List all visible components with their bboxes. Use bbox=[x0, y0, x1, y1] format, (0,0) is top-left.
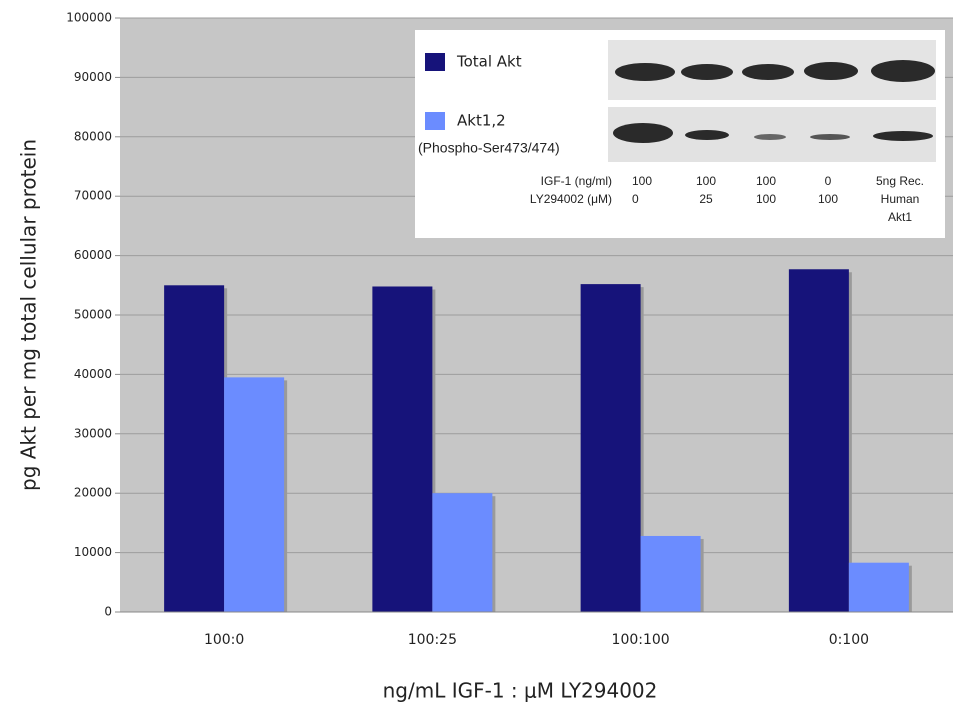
bar bbox=[849, 563, 909, 612]
x-tick-label: 0:100 bbox=[829, 632, 869, 648]
y-tick-label: 10000 bbox=[74, 545, 112, 559]
y-tick-label: 100000 bbox=[66, 11, 112, 25]
legend-label: Total Akt bbox=[456, 53, 522, 71]
legend-swatch bbox=[425, 112, 445, 130]
bar bbox=[581, 284, 641, 612]
x-tick-label: 100:0 bbox=[204, 632, 244, 648]
legend-swatch bbox=[425, 53, 445, 71]
bar bbox=[372, 286, 432, 612]
y-tick-label: 40000 bbox=[74, 367, 112, 381]
y-tick-label: 60000 bbox=[74, 248, 112, 262]
blot-lane-label: 100 bbox=[756, 174, 776, 188]
y-tick-label: 80000 bbox=[74, 129, 112, 143]
blot-lane-label: 100 bbox=[818, 192, 838, 206]
y-axis-title: pg Akt per mg total cellular protein bbox=[17, 139, 41, 491]
x-axis-title: ng/mL IGF-1 : μM LY294002 bbox=[383, 679, 658, 703]
blot-lane-label: 0 bbox=[825, 174, 832, 188]
inset: Total Akt Akt1,2 (Phospho-Ser473/474) IGF-… bbox=[415, 30, 945, 238]
blot-row-label: LY294002 (μM) bbox=[530, 192, 612, 206]
bar bbox=[641, 536, 701, 612]
y-tick-label: 50000 bbox=[74, 308, 112, 322]
x-tick-label: 100:100 bbox=[612, 632, 670, 648]
blot-lane-label: Akt1 bbox=[888, 210, 912, 224]
legend-label: Akt1,2 bbox=[457, 112, 506, 130]
blot-lane-label: 25 bbox=[699, 192, 713, 206]
blot-lane-label: 100 bbox=[696, 174, 716, 188]
bar bbox=[789, 269, 849, 612]
bar bbox=[224, 377, 284, 612]
blot-lane-label: 0 bbox=[632, 192, 639, 206]
y-tick-label: 30000 bbox=[74, 426, 112, 440]
chart: ng/mL IGF-1 : μM LY294002 pg Akt per mg … bbox=[0, 0, 956, 709]
legend-note: (Phospho-Ser473/474) bbox=[418, 140, 560, 156]
y-tick-label: 90000 bbox=[74, 70, 112, 84]
blot-lane-label: 5ng Rec. bbox=[876, 174, 924, 188]
y-tick-label: 70000 bbox=[74, 189, 112, 203]
y-tick-label: 0 bbox=[104, 605, 112, 619]
blot-lane-label: 100 bbox=[632, 174, 652, 188]
y-tick-label: 20000 bbox=[74, 486, 112, 500]
blot-lane-label: Human bbox=[881, 192, 920, 206]
bar bbox=[432, 493, 492, 612]
blot-lane-label: 100 bbox=[756, 192, 776, 206]
blot-row-label: IGF-1 (ng/ml) bbox=[541, 174, 612, 188]
x-tick-label: 100:25 bbox=[408, 632, 457, 648]
bar bbox=[164, 285, 224, 612]
